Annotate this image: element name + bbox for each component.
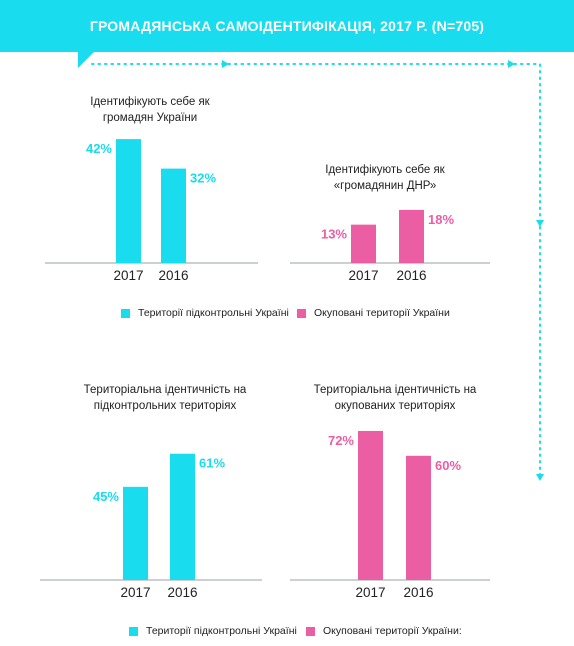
panel-title-citizens-ukraine: Ідентифікують себе як громадян України [90,96,210,124]
legend-label-occupied: Окуповані території України [314,307,450,319]
banner-tail [78,52,94,68]
legend-swatch-controlled [121,308,130,318]
panel-title-citizens-dnr: Ідентифікують себе як «громадянин ДНР» [325,164,445,192]
legend-controlled-top: Території підконтрольні Україні [121,307,289,319]
bar-2016 [161,168,186,263]
legend-label-occupied: Окуповані території України: [323,625,462,637]
connector-dotted-line [91,63,541,479]
bar-2016 [170,453,195,580]
tick-label: 2017 [355,585,385,600]
header-banner: ГРОМАДЯНСЬКА САМОІДЕНТИФІКАЦІЯ, 2017 Р. … [0,0,574,52]
tick-label: 2016 [158,268,188,283]
legend-swatch-occupied [306,626,315,636]
tick-label: 2016 [403,585,433,600]
bar-2017 [351,224,376,263]
legend-occupied-bottom: Окуповані території України: [306,625,462,637]
connector-arrow-down [536,220,544,227]
tick-label: 2016 [396,268,426,283]
bar-2017 [116,139,141,263]
connector-arrow-right [508,60,515,68]
bar-2017 [123,486,148,580]
bar-2016 [406,455,431,580]
data-label: 18% [428,212,454,227]
data-label: 13% [321,227,347,242]
connector-arrow-right [222,60,229,68]
legend-swatch-controlled [129,626,138,636]
data-label: 45% [93,489,119,504]
data-label: 61% [199,456,225,471]
legend-controlled-bottom: Території підконтрольні Україні [129,625,297,637]
panel-title-territorial-occupied: Територіальна ідентичність на окупованих… [313,384,477,412]
tick-label: 2017 [348,268,378,283]
bar-2017 [358,430,383,580]
connector-arrow-down [536,474,544,481]
data-label: 60% [435,458,461,473]
panel-title-territorial-controlled: Територіальна ідентичність на підконтрол… [83,384,247,412]
data-label: 32% [190,171,216,186]
legend-label-controlled: Території підконтрольні Україні [146,625,297,637]
data-label: 72% [328,433,354,448]
legend-swatch-occupied [297,308,306,318]
bar-2016 [399,209,424,263]
data-label: 42% [86,141,112,156]
tick-label: 2016 [167,585,197,600]
tick-label: 2017 [120,585,150,600]
legend-label-controlled: Території підконтрольні Україні [138,307,289,319]
tick-label: 2017 [113,268,143,283]
chart-title: ГРОМАДЯНСЬКА САМОІДЕНТИФІКАЦІЯ, 2017 Р. … [89,18,485,34]
legend-occupied-top: Окуповані території України [297,307,450,319]
